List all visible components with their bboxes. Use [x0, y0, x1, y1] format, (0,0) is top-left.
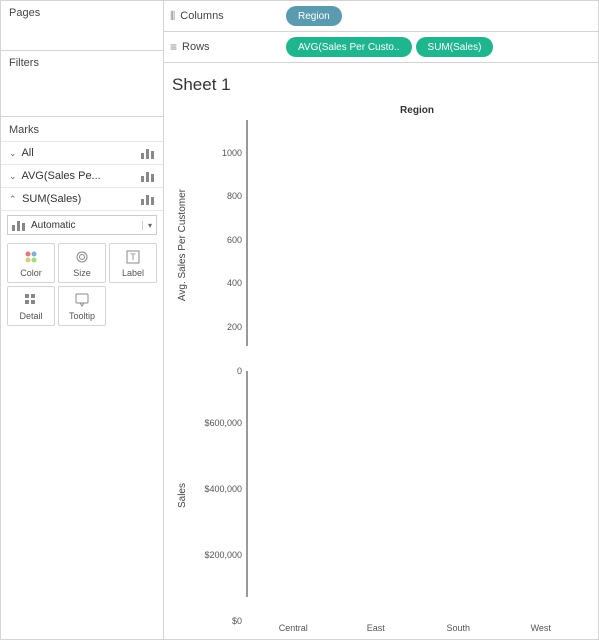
ytick-label: $200,000 [204, 550, 246, 560]
columns-label: Columns [180, 10, 223, 22]
bottom-y-axis-label: Sales [175, 483, 190, 508]
mark-card-label: Tooltip [69, 311, 95, 321]
mark-card-label: Detail [19, 311, 42, 321]
chevron-icon: ⌄ [9, 148, 19, 159]
bar-chart-icon [141, 193, 155, 205]
pill-region[interactable]: Region [286, 6, 342, 26]
bar-chart-icon [12, 219, 26, 231]
mark-card-label: Color [20, 268, 42, 278]
marks-item-2[interactable]: ⌃ SUM(Sales) [1, 188, 163, 211]
x-axis-labels: CentralEastSouthWest [246, 621, 588, 633]
ytick-label: $600,000 [204, 418, 246, 428]
marks-item-label: SUM(Sales) [22, 193, 81, 205]
chevron-icon: ⌃ [9, 194, 19, 205]
svg-text:T: T [130, 252, 136, 262]
mark-card-label: Label [122, 268, 144, 278]
ytick-label: 200 [227, 322, 246, 332]
color-card-icon [24, 248, 38, 266]
bottom-chart[interactable] [246, 371, 248, 597]
mark-card-label: Size [73, 268, 91, 278]
size-card-icon [74, 248, 90, 266]
ytick-label: 1000 [222, 148, 246, 158]
mark-type-value: Automatic [31, 220, 75, 231]
rows-label: Rows [182, 41, 210, 53]
xtick-label: East [335, 623, 418, 633]
marks-item-label: AVG(Sales Pe... [21, 170, 100, 182]
filters-shelf[interactable]: Filters [1, 51, 163, 117]
rows-shelf[interactable]: ≡ Rows AVG(Sales Per Custo..SUM(Sales) [164, 32, 598, 63]
ytick-label: 600 [227, 235, 246, 245]
pages-label: Pages [9, 7, 155, 19]
tooltip-card-icon [75, 291, 89, 309]
ytick-label: 400 [227, 278, 246, 288]
pages-shelf[interactable]: Pages [1, 1, 163, 51]
xtick-label: Central [252, 623, 335, 633]
marks-panel: Marks ⌄ All⌄ AVG(Sales Pe...⌃ SUM(Sales)… [1, 117, 163, 639]
pill-avg-sales-per-custo-[interactable]: AVG(Sales Per Custo.. [286, 37, 412, 57]
size-card[interactable]: Size [58, 243, 106, 283]
bar-chart-icon [141, 170, 155, 182]
column-header: Region [246, 105, 588, 116]
label-card[interactable]: T Label [109, 243, 157, 283]
marks-label: Marks [1, 117, 163, 142]
top-chart[interactable] [246, 120, 248, 346]
top-y-axis-label: Avg. Sales Per Customer [175, 189, 190, 301]
rows-icon: ≡ [170, 40, 177, 54]
bar-chart-icon [141, 147, 155, 159]
xtick-label: South [417, 623, 500, 633]
ytick-label: $400,000 [204, 484, 246, 494]
marks-item-label: All [21, 147, 33, 159]
pill-sum-sales-[interactable]: SUM(Sales) [416, 37, 494, 57]
label-card-icon: T [126, 248, 140, 266]
ytick-label: 800 [227, 191, 246, 201]
columns-shelf[interactable]: ⦀ Columns Region [164, 1, 598, 32]
ytick-label: $0 [232, 616, 246, 626]
mark-type-select[interactable]: Automatic ▾ [7, 215, 157, 235]
color-card[interactable]: Color [7, 243, 55, 283]
filters-label: Filters [9, 57, 155, 69]
chevron-icon: ⌄ [9, 171, 19, 182]
sheet-view[interactable]: Sheet 1 Region Avg. Sales Per Customer 0… [164, 63, 598, 639]
detail-card-icon [24, 291, 38, 309]
sheet-title[interactable]: Sheet 1 [172, 75, 588, 95]
columns-icon: ⦀ [170, 9, 175, 24]
marks-item-0[interactable]: ⌄ All [1, 142, 163, 165]
chevron-down-icon: ▾ [142, 221, 152, 230]
marks-item-1[interactable]: ⌄ AVG(Sales Pe... [1, 165, 163, 188]
detail-card[interactable]: Detail [7, 286, 55, 326]
tooltip-card[interactable]: Tooltip [58, 286, 106, 326]
xtick-label: West [500, 623, 583, 633]
